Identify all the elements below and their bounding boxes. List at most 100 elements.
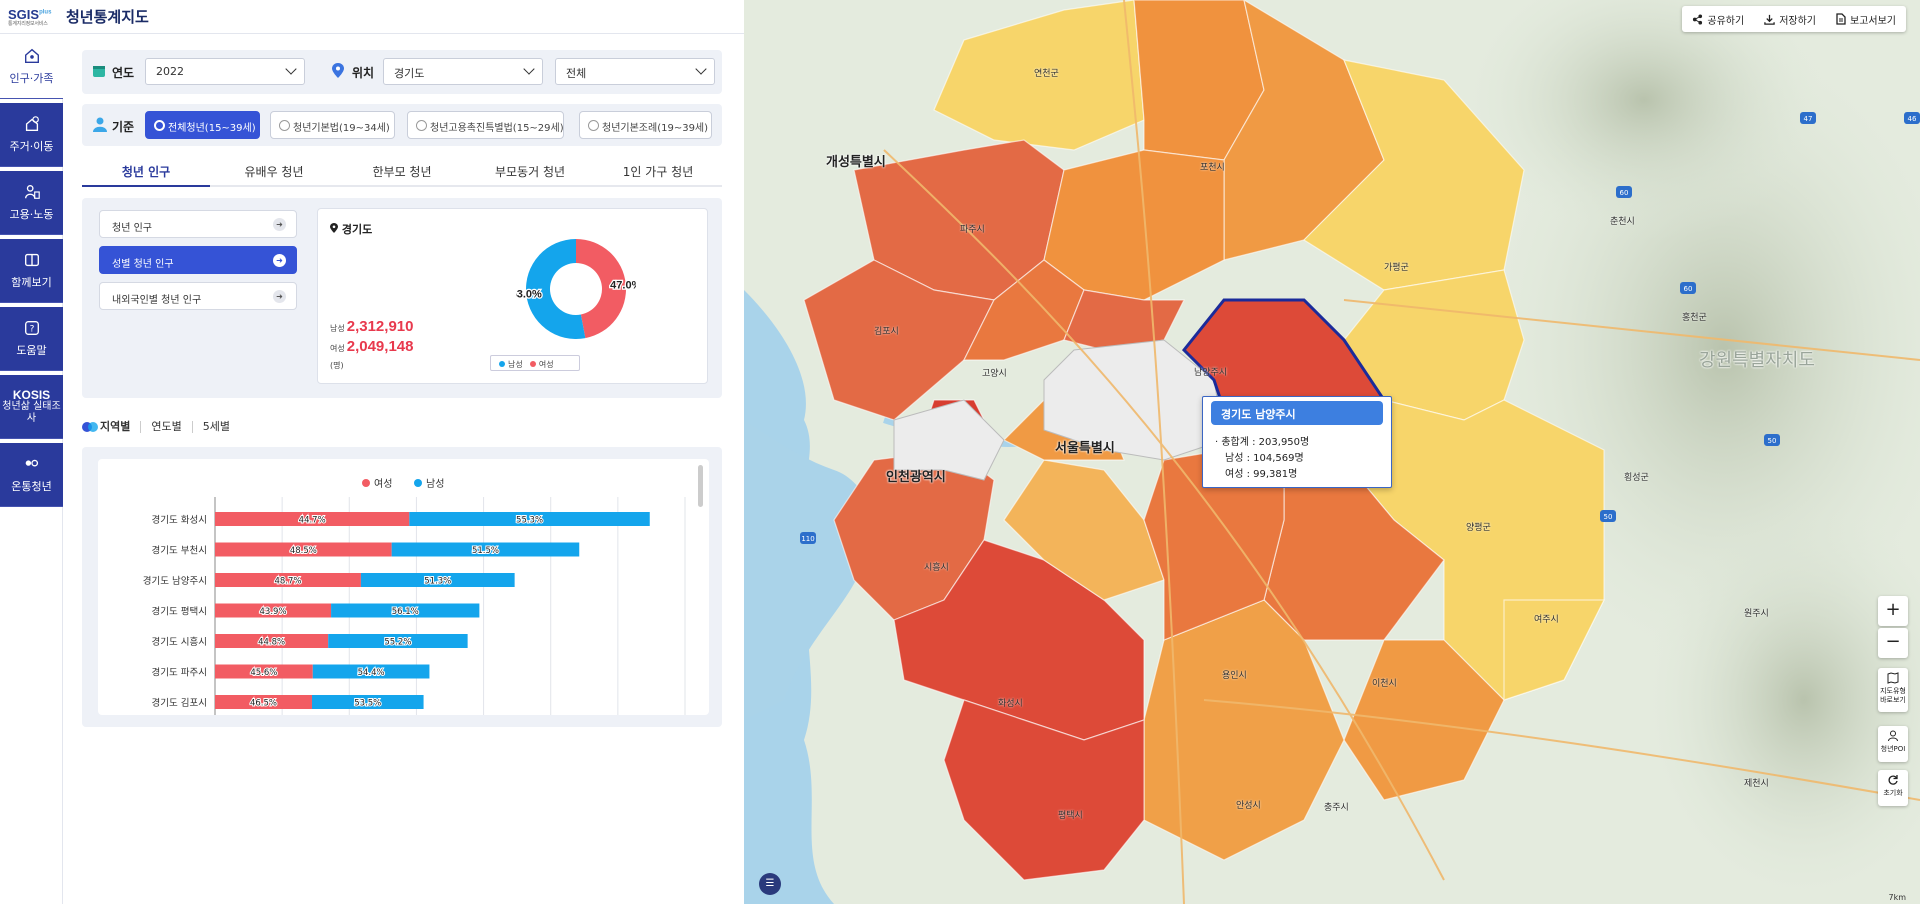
bar-male[interactable]	[409, 512, 650, 526]
radio-youth-employment-act[interactable]: 청년고용촉진특별법(15~29세)	[407, 111, 564, 139]
bar-male[interactable]	[311, 695, 424, 709]
location-select[interactable]: 경기도	[383, 58, 543, 85]
menu-nationality-population[interactable]: 내외국인별 청년 인구 ➜	[99, 282, 297, 310]
report-button[interactable]: 보고서보기	[1826, 6, 1906, 32]
svg-text:50: 50	[1768, 437, 1777, 445]
region-seoul	[1043, 339, 1225, 461]
label-male-pct: 53.0%	[516, 289, 542, 301]
chevron-down-icon	[695, 63, 707, 75]
gender-donut-chart: 47.0% 53.0%	[516, 239, 636, 339]
subtab-year[interactable]: 연도별	[141, 421, 193, 433]
bar-female-label: 43.9%	[260, 607, 287, 617]
region-pyeongtaek[interactable]	[943, 699, 1145, 881]
bar-female[interactable]	[215, 664, 313, 679]
label-hongcheon: 홍천군	[1682, 313, 1707, 323]
map-view[interactable]: 47 46 60 60 50 50 110 서울특별시 인천광역시 개성특별시 …	[744, 0, 1920, 904]
svg-text:110: 110	[801, 535, 814, 543]
nav-item-help[interactable]: ? 도움말	[0, 307, 63, 371]
tab-married-youth[interactable]: 유배우 청년	[244, 165, 304, 179]
label-paju: 파주시	[960, 225, 985, 235]
bar-male[interactable]	[328, 634, 468, 648]
bar-male-label: 54.4%	[358, 668, 385, 678]
label-anseong: 안성시	[1236, 801, 1261, 811]
save-button[interactable]: 저장하기	[1754, 6, 1826, 32]
share-label: 공유하기	[1707, 15, 1745, 27]
label-hoengseong: 횡성군	[1624, 473, 1649, 483]
label-goyang: 고양시	[982, 369, 1007, 379]
bar-male-label: 55.2%	[384, 638, 411, 648]
male-swatch	[499, 361, 505, 367]
bar-male-label: 51.5%	[472, 546, 499, 556]
label-incheon: 인천광역시	[886, 470, 946, 485]
radio-youth-ordinance[interactable]: 청년기본조례(19~39세)	[579, 111, 712, 139]
page-title: 청년통계지도	[66, 8, 149, 26]
reset-button[interactable]: 초기화	[1878, 770, 1908, 806]
map-type-button[interactable]: 지도유형 바로보기	[1878, 668, 1908, 712]
legend-female: 여성	[538, 360, 554, 369]
youth-poi-label: 청년POI	[1880, 745, 1906, 753]
tooltip-title: 경기도 남양주시	[1211, 401, 1383, 425]
region-tooltip: 경기도 남양주시 · 총합계 : 203,950명 남성 : 104,569명 …	[1202, 396, 1392, 488]
card-location: 경기도	[330, 221, 372, 237]
bar-male-label: 56.1%	[392, 607, 419, 617]
share-button[interactable]: 공유하기	[1682, 6, 1754, 32]
label-icheon: 이천시	[1372, 679, 1397, 689]
bar-male[interactable]	[331, 603, 480, 618]
zoom-in-button[interactable]: +	[1878, 596, 1908, 626]
tab-youth-population[interactable]: 청년 인구	[82, 155, 210, 187]
region-suwon[interactable]	[1003, 459, 1165, 601]
nav-item-employment[interactable]: 고용·노동	[0, 171, 63, 235]
radio-youth-basic-act[interactable]: 청년기본법(19~34세)	[270, 111, 395, 139]
radio-label: 청년고용촉진특별법(15~29세)	[430, 123, 564, 134]
donut-legend: 남성 여성	[490, 355, 580, 371]
radio-all-youth[interactable]: 전체청년(15~39세)	[145, 111, 260, 139]
menu-label: 내외국인별 청년 인구	[112, 295, 202, 306]
logo-text: SGIS	[8, 6, 40, 22]
sgis-logo[interactable]: SGISplus 통계지리정보서비스	[8, 7, 60, 27]
bar-male[interactable]	[312, 664, 430, 679]
nav-item-housing[interactable]: 주거·이동	[0, 103, 63, 167]
nav-item-compare[interactable]: 함께보기	[0, 239, 63, 303]
radio-label: 청년기본조례(19~39세)	[602, 123, 709, 134]
bar-female[interactable]	[215, 542, 392, 557]
nav-label: 온통청년	[11, 480, 52, 493]
arrow-right-icon: ➜	[273, 218, 286, 231]
bar-female[interactable]	[215, 512, 410, 526]
tab-single-parent-youth[interactable]: 한부모 청년	[372, 165, 432, 179]
zoom-out-button[interactable]: −	[1878, 628, 1908, 658]
tab-single-household[interactable]: 1인 가구 청년	[622, 165, 694, 179]
slice-female[interactable]	[576, 239, 626, 339]
bar-female[interactable]	[215, 573, 361, 587]
population-unit: (명)	[330, 361, 344, 370]
subtab-region[interactable]: 지역별	[100, 421, 142, 433]
region-yeoju[interactable]	[1503, 599, 1605, 701]
person-icon	[93, 117, 107, 132]
bar-female[interactable]	[215, 603, 332, 618]
bar-female[interactable]	[215, 695, 312, 709]
bar-female-label: 46.5%	[250, 699, 277, 709]
nav-item-population[interactable]: 인구·가족	[0, 35, 63, 99]
legend-toggle-button[interactable]: ☰	[759, 873, 781, 895]
category-label: 경기도 김포시	[152, 697, 207, 709]
scrollbar[interactable]	[698, 465, 703, 507]
menu-gender-population[interactable]: 성별 청년 인구 ➜	[99, 246, 297, 274]
report-label: 보고서보기	[1850, 15, 1896, 27]
nav-item-ontong[interactable]: 온통청년	[0, 443, 63, 507]
bar-female[interactable]	[215, 634, 329, 648]
region-yeoncheon[interactable]	[933, 0, 1145, 151]
bar-male[interactable]	[391, 542, 580, 557]
menu-youth-population[interactable]: 청년 인구 ➜	[99, 210, 297, 238]
map-layers-icon	[1887, 672, 1899, 684]
bar-male[interactable]	[360, 573, 515, 587]
sublocation-select[interactable]: 전체	[555, 58, 715, 85]
subtab-5year-age[interactable]: 5세별	[202, 420, 230, 433]
legend-male: 남성	[426, 478, 444, 490]
youth-poi-button[interactable]: 청년POI	[1878, 726, 1908, 762]
location-name: 경기도	[341, 223, 373, 236]
region-hwaseong[interactable]	[893, 539, 1145, 741]
tab-living-with-parents[interactable]: 부모동거 청년	[494, 165, 566, 179]
male-label: 남성	[330, 324, 345, 333]
nav-item-kosis[interactable]: KOSIS 청년삶 실태조사	[0, 375, 63, 439]
year-select[interactable]: 2022	[145, 58, 305, 85]
slice-male[interactable]	[526, 239, 586, 339]
